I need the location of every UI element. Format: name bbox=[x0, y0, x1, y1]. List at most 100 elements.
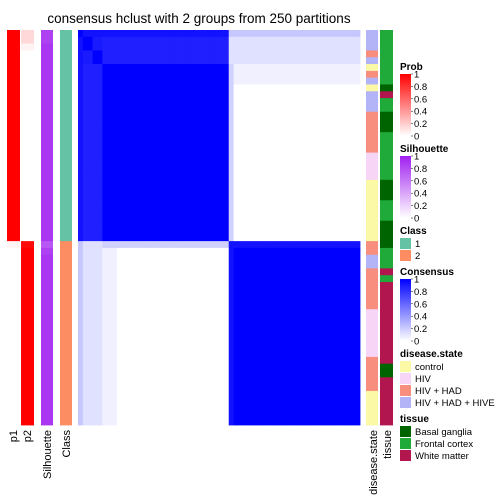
consensus-cell bbox=[321, 390, 327, 399]
consensus-cell bbox=[136, 193, 142, 201]
consensus-cell bbox=[228, 261, 234, 269]
consensus-cell bbox=[296, 145, 303, 153]
consensus-cell bbox=[92, 152, 98, 160]
consensus-cell bbox=[253, 186, 259, 194]
consensus-cell bbox=[291, 418, 298, 426]
consensus-cell bbox=[253, 138, 259, 147]
consensus-cell bbox=[199, 98, 205, 106]
consensus-cell bbox=[321, 84, 327, 92]
consensus-cell bbox=[243, 247, 249, 256]
silhouette-cell bbox=[41, 173, 53, 181]
consensus-cell bbox=[233, 125, 239, 133]
consensus-cell bbox=[311, 384, 317, 392]
consensus-cell bbox=[184, 152, 191, 160]
consensus-cell bbox=[272, 343, 278, 351]
consensus-cell bbox=[180, 261, 186, 269]
consensus-cell bbox=[277, 125, 283, 133]
consensus-cell bbox=[219, 241, 225, 249]
consensus-cell bbox=[184, 390, 191, 399]
consensus-cell bbox=[136, 138, 142, 147]
consensus-cell bbox=[355, 104, 361, 113]
consensus-cell bbox=[306, 281, 312, 290]
consensus-cell bbox=[316, 111, 322, 119]
consensus-cell bbox=[277, 111, 283, 119]
consensus-cell bbox=[97, 213, 103, 222]
consensus-cell bbox=[87, 64, 93, 72]
consensus-cell bbox=[97, 138, 103, 147]
consensus-cell bbox=[121, 57, 128, 65]
consensus-cell bbox=[219, 118, 225, 126]
consensus-cell bbox=[253, 57, 259, 65]
consensus-cell bbox=[345, 227, 351, 235]
consensus-cell bbox=[97, 234, 103, 242]
p2-cell bbox=[21, 329, 34, 337]
consensus-cell bbox=[150, 234, 157, 242]
consensus-cell bbox=[97, 132, 103, 140]
consensus-cell bbox=[355, 36, 361, 45]
consensus-cell bbox=[345, 145, 351, 153]
consensus-cell bbox=[102, 343, 108, 351]
consensus-cell bbox=[92, 254, 98, 262]
consensus-cell bbox=[325, 200, 332, 208]
consensus-cell bbox=[87, 213, 93, 222]
consensus-cell bbox=[209, 220, 215, 228]
consensus-cell bbox=[321, 220, 327, 228]
consensus-cell bbox=[126, 193, 132, 201]
consensus-cell bbox=[102, 36, 108, 45]
consensus-cell bbox=[223, 390, 230, 399]
consensus-cell bbox=[272, 152, 278, 160]
consensus-cell bbox=[107, 118, 113, 126]
consensus-cell bbox=[223, 145, 230, 153]
consensus-cell bbox=[282, 104, 288, 113]
consensus-cell bbox=[223, 234, 230, 242]
consensus-cell bbox=[214, 261, 220, 269]
consensus-cell bbox=[180, 200, 186, 208]
consensus-cell bbox=[175, 138, 181, 147]
p2-cell bbox=[21, 384, 34, 392]
consensus-cell bbox=[170, 179, 176, 188]
consensus-cell bbox=[126, 213, 132, 222]
consensus-cell bbox=[238, 70, 244, 79]
consensus-cell bbox=[340, 118, 346, 126]
consensus-cell bbox=[194, 384, 200, 392]
consensus-cell bbox=[350, 397, 356, 405]
consensus-cell bbox=[228, 50, 234, 58]
consensus-cell bbox=[243, 125, 249, 133]
consensus-cell bbox=[345, 309, 351, 317]
consensus-cell bbox=[335, 254, 341, 262]
consensus-cell bbox=[150, 302, 157, 310]
consensus-cell bbox=[248, 200, 254, 208]
consensus-cell bbox=[253, 104, 259, 113]
consensus-cell bbox=[355, 207, 361, 215]
consensus-cell bbox=[262, 370, 269, 378]
consensus-cell bbox=[340, 98, 346, 106]
consensus-cell bbox=[282, 247, 288, 256]
consensus-cell bbox=[233, 220, 239, 228]
consensus-cell bbox=[257, 227, 264, 235]
consensus-cell bbox=[136, 111, 142, 119]
consensus-cell bbox=[136, 104, 142, 113]
consensus-cell bbox=[165, 234, 171, 242]
consensus-cell bbox=[184, 404, 191, 412]
consensus-cell bbox=[219, 227, 225, 235]
consensus-cell bbox=[291, 234, 298, 242]
consensus-cell bbox=[325, 179, 332, 188]
consensus-cell bbox=[311, 316, 317, 324]
p2-cell bbox=[21, 207, 34, 215]
consensus-cell bbox=[209, 418, 215, 426]
consensus-cell bbox=[306, 336, 312, 344]
consensus-cell bbox=[321, 145, 327, 153]
consensus-cell bbox=[136, 213, 142, 222]
consensus-cell bbox=[121, 418, 128, 426]
consensus-cell bbox=[296, 64, 303, 72]
consensus-cell bbox=[194, 159, 200, 167]
p2-cell bbox=[21, 43, 34, 51]
consensus-cell bbox=[116, 356, 123, 365]
tissue-cell bbox=[380, 363, 393, 371]
consensus-cell bbox=[214, 390, 220, 399]
p2-cell bbox=[21, 411, 34, 419]
consensus-cell bbox=[199, 132, 205, 140]
consensus-cell bbox=[209, 193, 215, 201]
consensus-cell bbox=[116, 111, 123, 119]
consensus-cell bbox=[321, 288, 327, 296]
